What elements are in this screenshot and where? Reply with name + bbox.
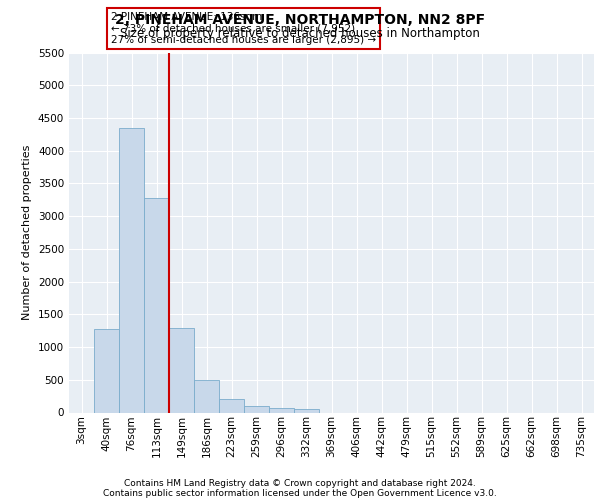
Y-axis label: Number of detached properties: Number of detached properties: [22, 145, 32, 320]
Bar: [94, 330, 119, 412]
Bar: [219, 399, 244, 412]
Text: 2, PINEHAM AVENUE, NORTHAMPTON, NN2 8PF: 2, PINEHAM AVENUE, NORTHAMPTON, NN2 8PF: [115, 12, 485, 26]
Bar: [169, 328, 194, 412]
Bar: [144, 198, 169, 412]
Bar: [269, 408, 294, 412]
Bar: [194, 380, 219, 412]
Text: Size of property relative to detached houses in Northampton: Size of property relative to detached ho…: [120, 28, 480, 40]
Bar: [119, 128, 144, 412]
Text: Contains HM Land Registry data © Crown copyright and database right 2024.: Contains HM Land Registry data © Crown c…: [124, 478, 476, 488]
Text: 2 PINEHAM AVENUE: 136sqm
← 73% of detached houses are smaller (7,952)
27% of sem: 2 PINEHAM AVENUE: 136sqm ← 73% of detach…: [111, 12, 376, 46]
Bar: [294, 409, 319, 412]
Text: Contains public sector information licensed under the Open Government Licence v3: Contains public sector information licen…: [103, 488, 497, 498]
Bar: [244, 406, 269, 412]
